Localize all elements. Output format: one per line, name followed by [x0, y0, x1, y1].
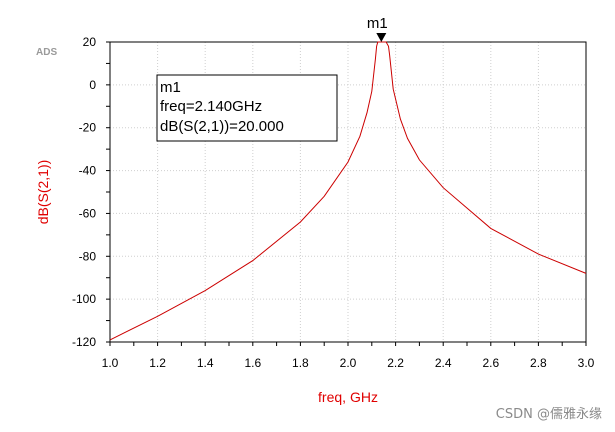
- x-tick-label: 2.6: [482, 356, 499, 370]
- series-line-s21: [109, 41, 587, 341]
- marker-readout-freq: freq=2.140GHz: [160, 98, 262, 115]
- y-tick-label: -80: [79, 249, 97, 263]
- x-tick-label: 1.2: [149, 356, 166, 370]
- y-tick-label: -100: [72, 292, 96, 306]
- x-tick-label: 2.2: [387, 356, 404, 370]
- x-tick-labels: 1.0 1.2 1.4 1.6 1.8 2.0 2.2 2.4 2.6 2.8 3.0: [102, 356, 595, 370]
- x-tick-label: 1.4: [197, 356, 214, 370]
- y-tick-label: -120: [72, 335, 96, 349]
- grid: [110, 42, 586, 342]
- y-tick-label: 0: [89, 78, 96, 92]
- marker-m1[interactable]: m1: [367, 15, 388, 42]
- y-tick-label: -20: [79, 121, 97, 135]
- x-tick-label: 1.8: [292, 356, 309, 370]
- watermark: CSDN @儒雅永缘: [496, 407, 602, 422]
- marker-readout-box[interactable]: m1 freq=2.140GHz dB(S(2,1))=20.000: [156, 74, 338, 142]
- marker-readout-name: m1: [160, 79, 181, 96]
- x-tick-label: 3.0: [578, 356, 595, 370]
- x-tick-label: 2.8: [530, 356, 547, 370]
- y-tick-label: -60: [79, 206, 97, 220]
- x-tick-label: 2.4: [435, 356, 452, 370]
- x-tick-label: 2.0: [340, 356, 357, 370]
- y-tick-label: 20: [83, 35, 97, 49]
- x-tick-label: 1.6: [244, 356, 261, 370]
- marker-triangle-icon[interactable]: [376, 33, 387, 42]
- y-tick-labels: 20 0 -20 -40 -60 -80 -100 -120: [72, 35, 96, 349]
- x-tick-label: 1.0: [102, 356, 119, 370]
- y-tick-label: -40: [79, 164, 97, 178]
- marker-tag-label: m1: [367, 15, 388, 32]
- ads-label: ADS: [36, 47, 57, 58]
- minor-ticks: [106, 41, 587, 346]
- y-axis-title: dB(S(2,1)): [35, 160, 51, 225]
- marker-readout-frame: [156, 74, 338, 142]
- marker-readout-value: dB(S(2,1))=20.000: [160, 118, 284, 135]
- x-axis-title: freq, GHz: [318, 389, 378, 405]
